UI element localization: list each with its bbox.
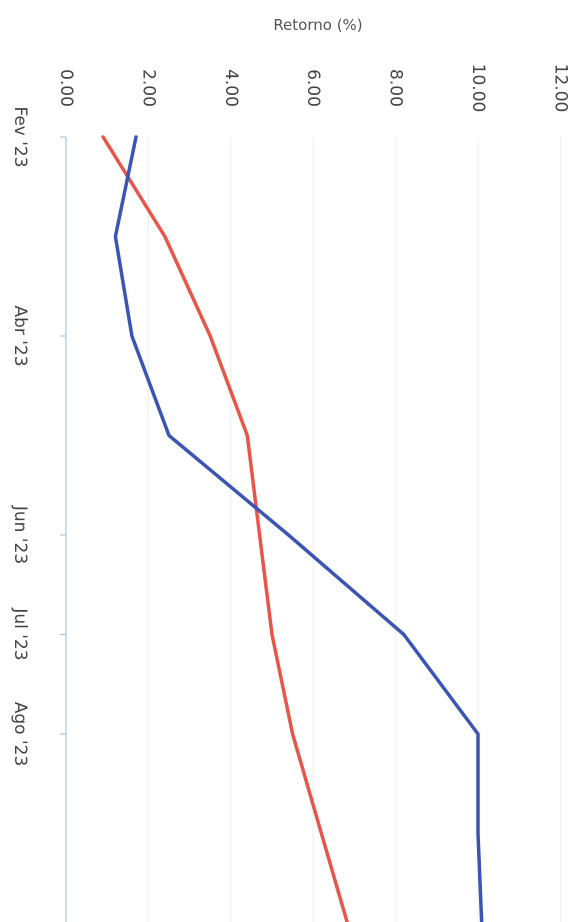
x-tick-labels: Fev '23 Abr '23 Jun '23 Jul '23 Ago '23 [10,106,30,766]
x-tick-label: Abr '23 [10,305,30,366]
x-axis [60,136,67,922]
series-line-1 [101,135,349,922]
y-tick-label: 2.00 [138,69,158,107]
x-tick-label: Ago '23 [10,702,30,767]
grid-lines [147,137,561,922]
series-line-2 [113,135,484,922]
y-tick-label: 4.00 [221,69,241,107]
series-lines [101,135,484,922]
y-tick-labels: 0.00 2.00 4.00 6.00 8.00 10.00 12.00 [56,64,570,113]
y-tick-label: 12.00 [550,64,570,113]
y-tick-label: 8.00 [386,69,406,107]
y-axis-title: Retorno (%) [273,16,362,34]
y-tick-label: 0.00 [56,69,76,107]
x-tick-label: Jun '23 [10,505,30,564]
y-tick-label: 10.00 [468,64,488,113]
x-tick-label: Jul '23 [10,607,30,660]
x-tick-label: Fev '23 [10,106,30,167]
y-tick-label: 6.00 [303,69,323,107]
